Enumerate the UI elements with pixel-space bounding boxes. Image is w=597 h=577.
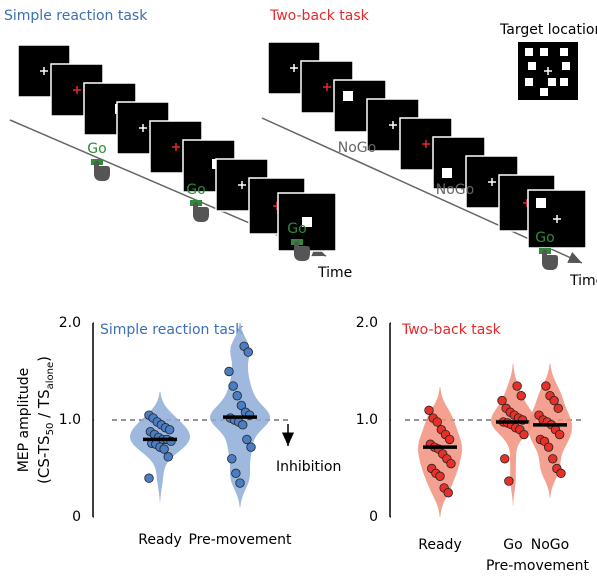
data-point (238, 421, 247, 430)
y-tick-label: 0 (369, 509, 378, 525)
data-point (243, 435, 252, 444)
target-position (528, 62, 536, 70)
target-position (548, 78, 556, 86)
y-axis-label-part: (CS-TS (35, 435, 53, 484)
data-point (554, 404, 563, 413)
target-position (562, 62, 570, 70)
data-point (436, 472, 445, 481)
data-point (542, 382, 551, 391)
data-point (425, 406, 434, 415)
x-tick-label: Go (503, 537, 522, 553)
target (343, 91, 353, 101)
data-point (500, 455, 509, 464)
x-tick-label: NoGo (531, 537, 569, 553)
cue-label: NoGo (338, 140, 376, 156)
data-point (145, 474, 154, 483)
y-tick-label: 0 (72, 509, 81, 525)
target (442, 168, 452, 178)
data-point (229, 382, 238, 391)
data-point (236, 479, 245, 488)
data-point (550, 396, 559, 405)
figure: Simple reaction task Go Go Go Time Two-back t… (0, 0, 597, 577)
data-point (247, 443, 256, 452)
target-position (560, 48, 568, 56)
panel-title: Two-back task (269, 8, 370, 24)
data-point (244, 348, 253, 357)
data-point (557, 469, 566, 478)
time-label: Time (317, 265, 352, 281)
data-point (544, 443, 553, 452)
y-axis-label: MEP amplitude (16, 368, 32, 473)
target-position (525, 48, 533, 56)
data-point (444, 488, 453, 497)
y-axis-label-part: / TS (35, 389, 53, 422)
y-tick-label: 1.0 (59, 412, 81, 428)
chart-title: Simple reaction task (100, 322, 244, 338)
data-point (517, 391, 526, 400)
time-label: Time (569, 273, 597, 289)
data-point (232, 469, 241, 478)
chart-title: Two-back task (401, 322, 502, 338)
data-point (498, 396, 507, 405)
target-title: Target location (499, 22, 597, 38)
data-point (548, 455, 557, 464)
data-point (445, 435, 454, 444)
data-point (165, 425, 174, 434)
data-point (164, 453, 173, 462)
data-point (225, 367, 234, 376)
cue-label: Go (287, 221, 306, 237)
target-position (540, 88, 548, 96)
data-point (233, 391, 242, 400)
y-tick-label: 2.0 (356, 315, 378, 331)
cue-label: NoGo (436, 182, 474, 198)
cue-label: Go (87, 141, 106, 157)
cue-label: Go (186, 182, 205, 198)
data-point (520, 430, 529, 439)
data-point (505, 477, 514, 486)
data-point (227, 455, 236, 464)
cue-label: Go (535, 230, 554, 246)
group-label: Pre-movement (486, 558, 590, 574)
y-tick-label: 1.0 (356, 412, 378, 428)
target-position (525, 78, 533, 86)
x-tick-label: Ready (138, 532, 181, 548)
x-tick-label: Ready (418, 537, 461, 553)
data-point (160, 445, 169, 454)
y-axis-label-part: ) (35, 356, 53, 362)
y-tick-label: 2.0 (59, 315, 81, 331)
y-axis-label-part: 50 (45, 423, 56, 436)
data-point (555, 430, 564, 439)
data-point (513, 382, 522, 391)
y-axis-label-part: alone (45, 362, 56, 390)
annotation: Inhibition (276, 459, 341, 475)
data-point (447, 459, 456, 468)
panel-title: Simple reaction task (4, 8, 148, 24)
data-point (433, 418, 442, 427)
target-position (560, 78, 568, 86)
target (536, 198, 546, 208)
y-axis-label: (CS-TS50 / TSalone) (35, 356, 56, 484)
x-tick-label: Pre-movement (188, 532, 292, 548)
target-position (540, 48, 548, 56)
